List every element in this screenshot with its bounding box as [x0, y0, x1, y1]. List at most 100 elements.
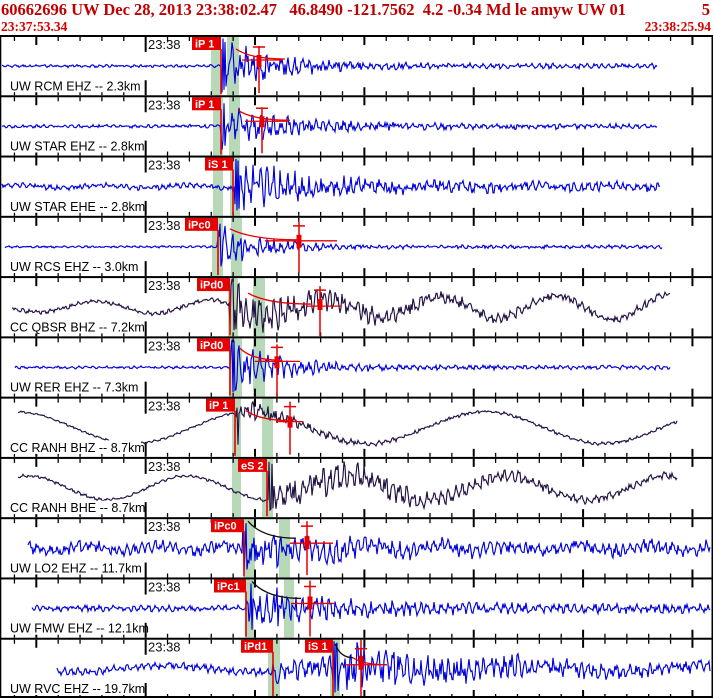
coda-decay-curve: [237, 109, 291, 121]
coda-decay-curve: [235, 48, 286, 60]
trace-panel-cc-ranh-bhz-8-7km[interactable]: 23:38 iP 1 CC RANH BHZ -- 8.7km: [8, 398, 694, 457]
pick-flag-label: eS 2: [241, 460, 264, 472]
pick-flag-label: iPd0: [200, 280, 223, 292]
minute-label: 23:38: [148, 640, 181, 655]
arrival-window-band: [244, 519, 255, 578]
coda-marker[interactable]: [245, 401, 303, 455]
station-label-bg: [8, 681, 141, 695]
station-label: UW RCM EHZ -- 2.3km: [10, 79, 141, 93]
arrival-window-band: [231, 217, 242, 277]
waveform: [11, 278, 671, 333]
time-ticks: [13, 519, 694, 578]
pick-flag-label: iS 1: [308, 641, 328, 653]
trace-panel-uw-star-ehz-2-8km[interactable]: 23:38 iP 1 UW STAR EHZ -- 2.8km: [1, 97, 694, 156]
trace-panel-uw-rcm-ehz-2-3km[interactable]: 23:38 iP 1 UW RCM EHZ -- 2.3km: [1, 37, 694, 96]
seismogram-canvas[interactable]: 23:38 iP 1 UW RCM EHZ -- 2.3km 23:38 iP 1 UW …: [0, 35, 713, 698]
station-label-bg: [8, 560, 141, 575]
window-end-time: 23:38:25.94: [644, 19, 711, 34]
station-label-bg: [8, 259, 135, 274]
station-label-bg: [8, 440, 141, 454]
arrival-window-band: [227, 37, 239, 96]
pick-flag[interactable]: iS 1: [205, 157, 233, 172]
pick-flag[interactable]: iPc1: [214, 579, 246, 593]
coda-marker[interactable]: [334, 639, 388, 698]
panel-borders: [0, 35, 713, 698]
pick-flag[interactable]: iP 1: [192, 97, 221, 111]
coda-marker[interactable]: [235, 46, 286, 93]
waveform-area[interactable]: 23:38 iP 1 UW RCM EHZ -- 2.3km 23:38 iP 1 UW …: [0, 35, 713, 698]
waveform: [31, 583, 711, 630]
station-label-bg: [8, 199, 141, 213]
station-label-bg: [8, 319, 141, 334]
pick-flag[interactable]: iP 1: [192, 37, 221, 51]
coda-marker[interactable]: [239, 344, 300, 397]
minute-label: 23:38: [148, 579, 181, 594]
pick-flag[interactable]: eS 2: [238, 458, 267, 473]
pick-flag[interactable]: iPc0: [211, 519, 244, 533]
time-ticks: [13, 37, 694, 96]
waveform: [17, 461, 678, 512]
waveform: [1, 159, 660, 211]
trace-panel-uw-lo2-ehz-11-7km[interactable]: 23:38 iPc0 UW LO2 EHZ -- 11.7km: [8, 519, 711, 578]
pick-flag[interactable]: iPc0: [185, 217, 218, 232]
minute-label: 23:38: [148, 399, 181, 414]
waveform: [27, 521, 711, 572]
trace-panel-uw-rvc-ehz-19-7km[interactable]: 23:38 iPd1 iS 1 UW RVC EHZ -- 19.7km: [8, 639, 711, 698]
pick-flag[interactable]: iPd0: [197, 278, 230, 292]
coda-marker[interactable]: [247, 520, 333, 576]
station-label: CC RANH BHE -- 8.7km: [10, 501, 145, 515]
pick-flag-label: iS 1: [208, 159, 228, 171]
pick-flag[interactable]: iP 1: [206, 398, 235, 413]
trace-panel-uw-rcs-ehz-3-0km[interactable]: 23:38 iPc0 UW RCS EHZ -- 3.0km: [4, 217, 694, 277]
coda-decay-curve: [247, 292, 313, 305]
station-label-bg: [8, 139, 141, 153]
event-summary-text: 60662696 UW Dec 28, 2013 23:38:02.47 46.…: [1, 0, 626, 19]
trace-panel-uw-star-ehe-2-8km[interactable]: 23:38 iS 1 UW STAR EHE -- 2.8km: [1, 157, 694, 216]
arrival-window-band: [245, 579, 254, 638]
trace-panel-cc-ranh-bhe-8-7km[interactable]: 23:38 eS 2 CC RANH BHE -- 8.7km: [8, 458, 694, 518]
minute-label: 23:38: [148, 97, 181, 112]
waveform: [17, 400, 678, 447]
event-status-number: 5: [701, 0, 710, 19]
time-window-row: 23:37:53.34 23:38:25.94: [0, 19, 713, 34]
station-label: UW RER EHZ -- 7.3km: [10, 381, 138, 395]
coda-decay-curve: [251, 581, 302, 600]
pick-flag-label: iPd1: [244, 641, 267, 653]
pick-flag-label: iPd0: [200, 340, 223, 352]
coda-decay-curve: [229, 228, 301, 241]
station-label: UW STAR EHZ -- 2.8km: [10, 140, 145, 154]
minute-label: 23:38: [148, 338, 181, 353]
arrival-window-band: [213, 97, 223, 156]
pick-flag[interactable]: iS 1: [305, 639, 333, 654]
minute-label: 23:38: [148, 278, 181, 293]
trace-panel-uw-rer-ehz-7-3km[interactable]: 23:38 iPd0 UW RER EHZ -- 7.3km: [8, 338, 694, 397]
time-ticks: [13, 338, 694, 397]
time-ticks: [13, 579, 694, 638]
waveform: [1, 103, 658, 150]
trace-panel-uw-fmw-ehz-12-1km[interactable]: 23:38 iPc1 UW FMW EHZ -- 12.1km: [8, 579, 711, 638]
pick-flag[interactable]: iPd0: [197, 338, 230, 352]
minute-label: 23:38: [148, 37, 181, 52]
trace-panel-cc-qbsr-bhz-7-2km[interactable]: 23:38 iPd0 CC QBSR BHZ -- 7.2km: [8, 278, 694, 337]
coda-marker[interactable]: [251, 580, 334, 637]
time-ticks: [13, 398, 694, 457]
pick-flag-label: iPc0: [214, 521, 237, 533]
station-label: UW LO2 EHZ -- 11.7km: [10, 561, 142, 575]
coda-marker[interactable]: [237, 107, 291, 154]
arrival-window-band: [232, 458, 241, 518]
time-ticks: [13, 217, 694, 277]
coda-marker[interactable]: [247, 286, 341, 337]
coda-decay-curve: [334, 643, 354, 659]
minute-label: 23:38: [148, 459, 181, 474]
station-label: UW RCS EHZ -- 3.0km: [10, 260, 138, 274]
minute-label: 23:38: [148, 158, 181, 173]
pick-flag[interactable]: iPd1: [241, 639, 273, 654]
minute-label: 23:38: [148, 218, 181, 233]
station-label: CC QBSR BHZ -- 7.2km: [10, 320, 145, 334]
coda-marker[interactable]: [229, 221, 337, 273]
window-start-time: 23:37:53.34: [1, 19, 68, 34]
waveform: [56, 641, 711, 693]
waveform: [14, 339, 671, 392]
pick-flag-label: iPc0: [188, 219, 211, 231]
